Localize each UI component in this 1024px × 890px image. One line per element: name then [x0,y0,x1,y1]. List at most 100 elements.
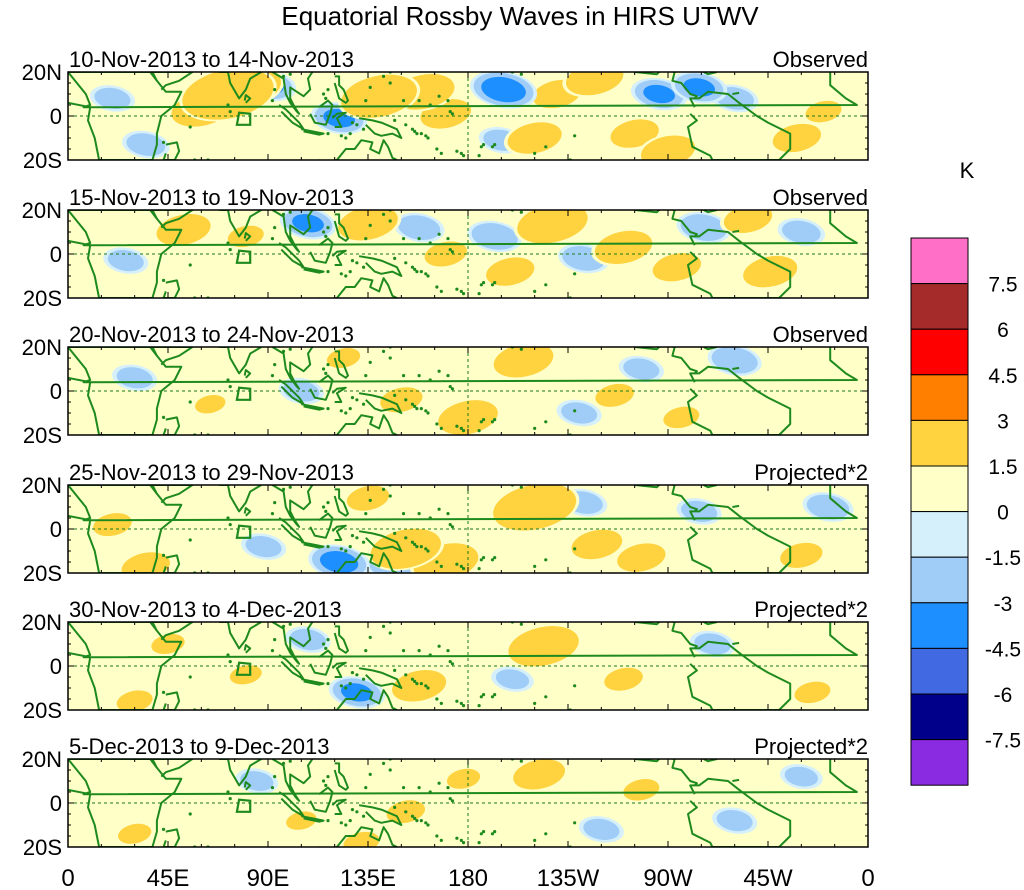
island [350,671,355,675]
y-tick-label: 20S [23,286,62,311]
y-tick-label: 0 [50,517,62,542]
island [364,786,368,790]
island [368,772,372,777]
anomaly-contour [565,72,624,96]
coastline [68,347,858,384]
anomaly-12 [434,398,502,435]
island [428,241,432,245]
island [413,267,417,271]
anomaly-contour [424,241,467,267]
island [288,347,292,351]
panel-ticks [67,621,869,711]
anomaly-contour [319,551,359,573]
island [424,821,428,825]
anomaly-7 [802,492,854,522]
island [424,134,428,138]
island [437,369,441,373]
coastline [358,117,403,139]
anomaly-12 [482,255,539,289]
y-tick-label: 0 [50,791,62,816]
panel-date-range: 30-Nov-2013 to 4-Dec-2013 [69,597,342,622]
island [413,129,417,133]
island [435,834,439,838]
coastline [732,91,740,95]
island [281,487,286,491]
island [393,393,397,397]
coastline [151,622,194,641]
colorbar-swatch [910,693,969,741]
coastline [319,277,398,298]
anomaly-contour [343,831,380,847]
island [477,704,481,708]
x-tick-label: 135W [537,865,600,890]
island [448,660,452,664]
island [419,545,423,549]
coastline [278,517,305,544]
island [326,88,330,92]
panel-source-label: Projected*2 [754,460,868,485]
island [321,230,326,234]
coastline [301,678,325,686]
anomaly-contour [623,779,660,801]
island [288,485,292,489]
island [544,832,548,836]
coastline [319,414,398,435]
anomaly-7 [112,687,158,710]
anomaly-contour [118,823,152,844]
y-tick-label: 20N [22,60,62,85]
coastline [68,622,183,710]
anomaly-contour [805,100,842,123]
island [326,545,330,549]
island [273,638,277,642]
island [226,653,230,657]
coastline [278,654,305,681]
anomaly-11 [509,759,569,792]
coastline [301,128,325,136]
island [461,154,466,158]
lake-outline [235,386,252,401]
coastline [162,691,181,710]
colorbar-label: -4.5 [985,638,1021,661]
anomaly-6 [789,678,835,706]
island [461,567,466,571]
colorbar-swatch [910,556,969,604]
island [477,154,481,158]
island [188,812,192,816]
anomaly-contour [116,690,153,710]
y-tick-label: 20S [23,423,62,448]
anomaly-7 [618,776,664,804]
island [448,797,452,801]
island [281,349,286,353]
island [401,786,406,790]
coastline [271,485,314,528]
anomaly-4 [420,239,472,269]
coastline [309,374,334,401]
island [401,511,406,516]
island [426,136,430,140]
island [288,210,292,214]
island [519,485,523,489]
panel-ticks [67,758,869,848]
island [417,374,421,378]
island [355,810,359,814]
coastline [331,661,347,678]
island [339,409,343,413]
island [455,424,459,428]
anomaly-contour [716,809,753,832]
y-tick-label: 0 [50,654,62,679]
coastline [319,139,398,160]
y-tick-label: 20N [22,473,62,498]
coastline [68,622,858,659]
island [348,819,352,823]
island [410,402,415,406]
island [321,367,326,371]
island [410,677,415,681]
island [446,99,450,103]
coastline [271,347,314,390]
island [446,237,450,241]
island [450,112,455,116]
anomaly-5 [393,212,445,243]
island [326,132,330,136]
island [368,85,372,89]
coastline [151,759,194,778]
